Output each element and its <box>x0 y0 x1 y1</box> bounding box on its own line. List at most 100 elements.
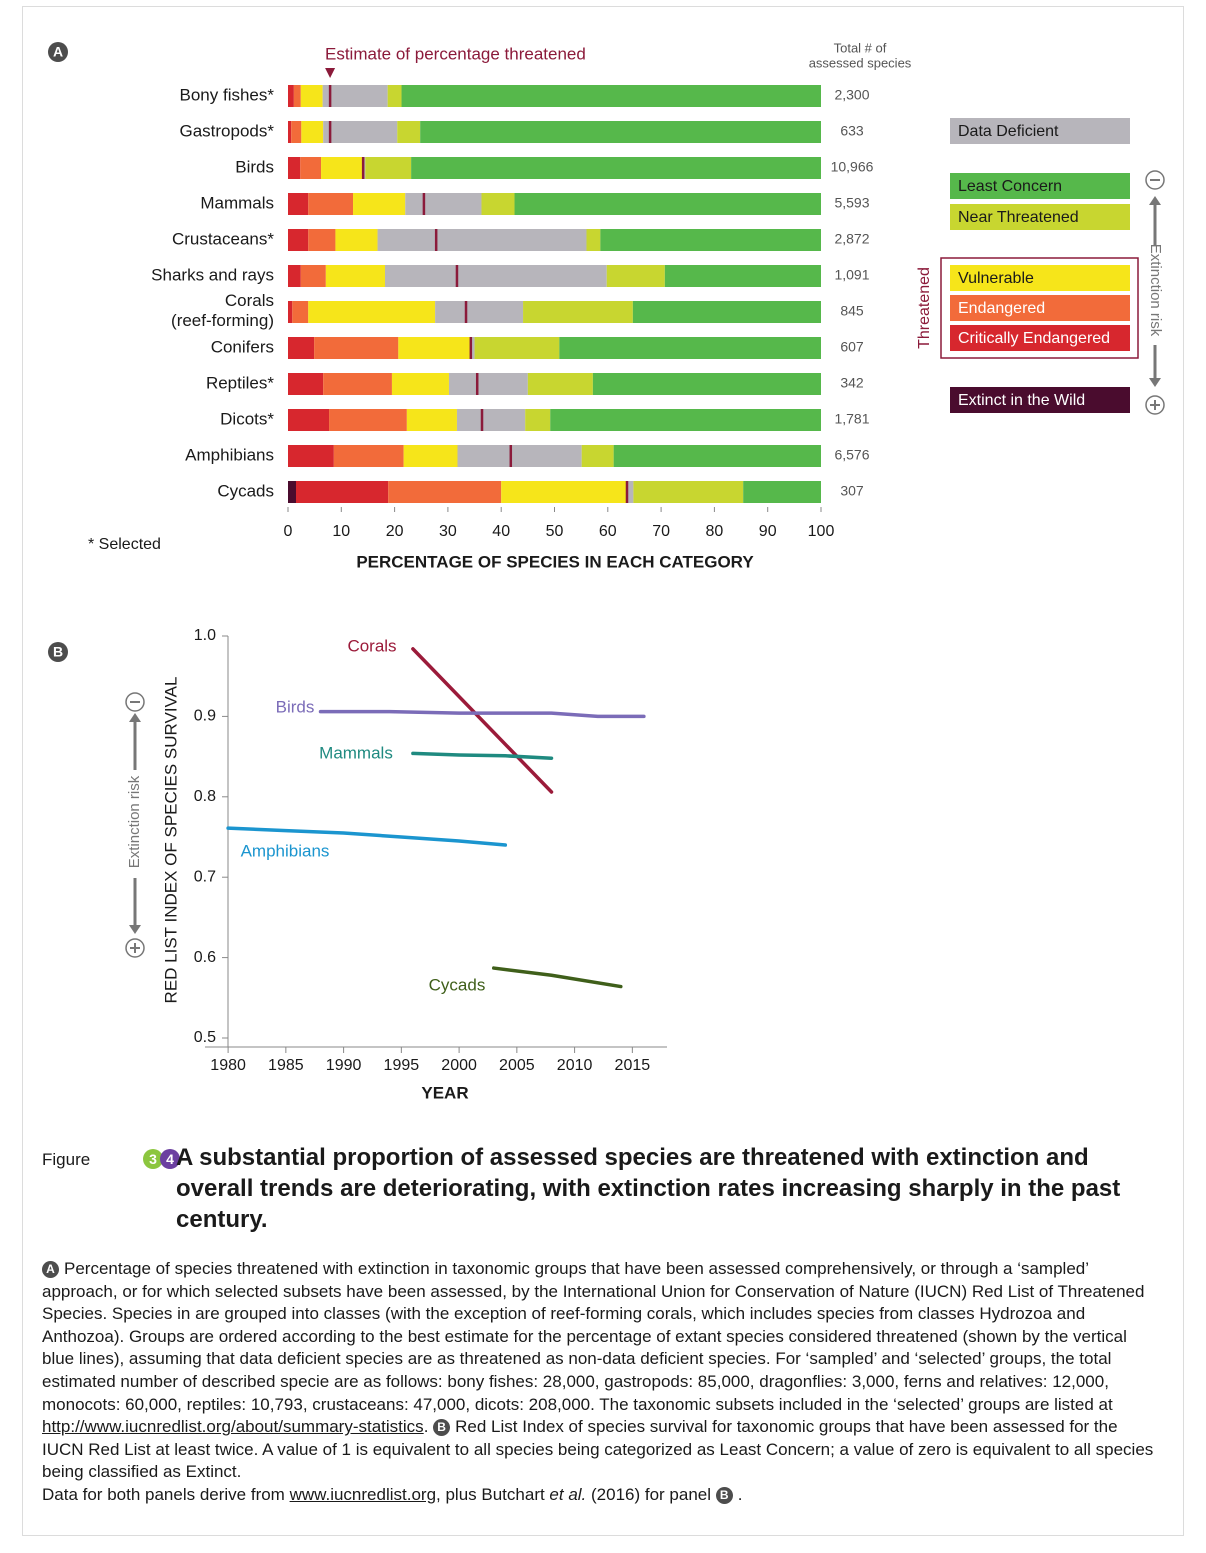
legend-swatch <box>950 295 1130 321</box>
panel-letter: A <box>53 44 63 60</box>
bar-segment <box>592 373 821 395</box>
x-tick-label: 1995 <box>384 1057 420 1074</box>
bar-segment <box>525 409 551 431</box>
bar-segment <box>474 337 560 359</box>
bar-segment <box>288 157 301 179</box>
panel-badge: A <box>42 1261 59 1278</box>
bar-segment <box>470 337 475 359</box>
estimate-annotation: Estimate of percentage threatened <box>325 44 586 63</box>
bar-segment <box>314 337 399 359</box>
bar-segment <box>300 157 322 179</box>
bar-segment <box>481 193 515 215</box>
category-label: Reptiles* <box>206 373 274 392</box>
category-label: Gastropods* <box>180 121 275 140</box>
y-tick-label: 0.6 <box>194 949 216 966</box>
x-tick-label: 30 <box>439 523 457 540</box>
figure-number: 3 <box>143 1149 163 1169</box>
legend-swatch <box>950 173 1130 199</box>
bar-segment <box>397 121 421 143</box>
bar-segment <box>377 229 587 251</box>
total-label: 6,576 <box>834 447 869 463</box>
bar-segment <box>288 481 296 503</box>
caption-link[interactable]: www.iucnredlist.org <box>289 1484 437 1504</box>
panel-badge <box>48 642 68 662</box>
risk-arrow-head <box>129 925 141 934</box>
bar-segment <box>420 121 821 143</box>
bar-segment <box>457 445 582 467</box>
totals-title: Total # of assessed species <box>809 41 912 71</box>
series-label: Corals <box>347 636 396 655</box>
bar-segment <box>365 157 412 179</box>
x-tick-label: 40 <box>492 523 510 540</box>
total-label: 2,872 <box>834 231 869 247</box>
bar-segment <box>559 337 821 359</box>
bar-segment <box>633 481 744 503</box>
series-line <box>411 751 554 760</box>
bar-segment <box>501 481 627 503</box>
bar-segment <box>329 409 407 431</box>
note: * Selected <box>88 536 161 553</box>
total-label: 845 <box>840 303 864 319</box>
x-tick-label: 10 <box>332 523 350 540</box>
bar-segment <box>322 85 388 107</box>
caption-text: Percentage of species threatened with ex… <box>42 1259 1150 1414</box>
bar-segment <box>632 301 821 323</box>
category-label: Amphibians <box>185 445 274 464</box>
total-label: 633 <box>840 123 864 139</box>
caption-link[interactable]: http://www.iucnredlist.org/about/summary… <box>42 1417 424 1437</box>
figure-title: A substantial proportion of assessed spe… <box>176 1144 1121 1233</box>
panel-letter: B <box>53 644 63 660</box>
total-label: 1,781 <box>834 411 869 427</box>
risk-label: Extinction risk <box>126 775 143 868</box>
y-tick-label: 0.9 <box>194 708 216 725</box>
bar-segment <box>295 481 389 503</box>
category-label: Conifers <box>211 337 274 356</box>
bar-segment <box>293 85 301 107</box>
y-tick-label: 0.8 <box>194 788 216 805</box>
x-tick-label: 1990 <box>326 1057 362 1074</box>
series-line <box>226 826 508 847</box>
category-label: Birds <box>235 157 274 176</box>
risk-sign <box>1145 395 1165 415</box>
bar-segment <box>308 229 336 251</box>
bar-segment <box>308 301 436 323</box>
x-tick-label: 20 <box>386 523 404 540</box>
bar-segment <box>385 265 607 287</box>
bar-segment <box>353 193 406 215</box>
x-tick-label: 2015 <box>615 1057 651 1074</box>
x-tick-label: 90 <box>759 523 777 540</box>
legend-label: Critically Endangered <box>958 330 1110 347</box>
y-tick-label: 0.5 <box>194 1029 216 1046</box>
bar-segment <box>523 301 633 323</box>
bar-segment <box>292 301 309 323</box>
bar-segment <box>288 373 324 395</box>
bar-segment <box>391 373 449 395</box>
x-tick-label: 1980 <box>210 1057 246 1074</box>
y-tick-label: 1.0 <box>194 627 216 644</box>
threatened-label: Threatened <box>916 267 933 349</box>
bar-segment <box>514 193 821 215</box>
bar-segment <box>411 157 821 179</box>
x-tick-label: 50 <box>546 523 564 540</box>
x-tick-label: 2000 <box>441 1057 477 1074</box>
total-label: 5,593 <box>834 195 869 211</box>
x-axis-label: PERCENTAGE OF SPECIES IN EACH CATEGORY <box>356 552 754 571</box>
x-tick-label: 1985 <box>268 1057 304 1074</box>
figure-label: Figure <box>42 1150 91 1169</box>
bar-segment <box>325 265 386 287</box>
bar-segment <box>581 445 614 467</box>
legend-label: Near Threatened <box>958 209 1079 226</box>
x-tick-label: 60 <box>599 523 617 540</box>
panel-badge: B <box>715 1486 733 1504</box>
category-label: Cycads <box>217 481 274 500</box>
total-label: 607 <box>840 339 864 355</box>
caption-text: (2016) for panel <box>586 1484 716 1504</box>
panel-badge <box>48 42 68 62</box>
y-tick-label: 0.7 <box>194 868 216 885</box>
series-line <box>492 966 623 989</box>
threatened-box <box>940 257 1139 359</box>
bar-segment <box>288 265 301 287</box>
bar-segment <box>323 121 398 143</box>
caption-text: Red List Index of species survival for t… <box>42 1417 1159 1482</box>
legend-label: Endangered <box>958 300 1045 317</box>
